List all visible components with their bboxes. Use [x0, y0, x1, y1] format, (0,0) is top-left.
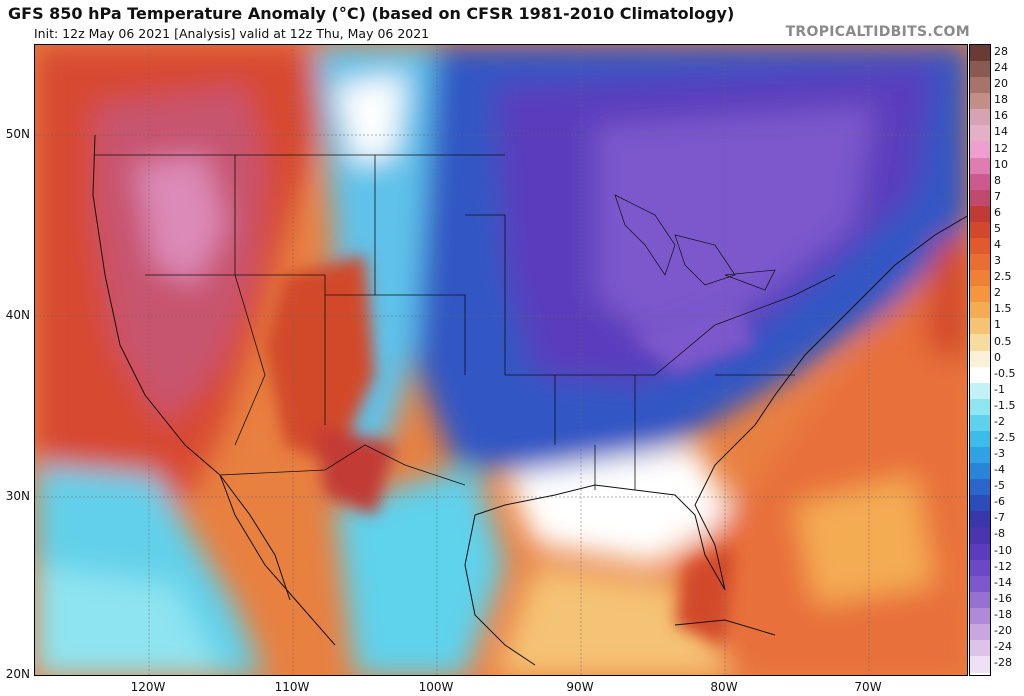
colorbar-swatch — [970, 77, 990, 94]
colorbar-label: -6 — [994, 495, 1005, 509]
colorbar-label: 6 — [994, 205, 1001, 219]
lat-label: 20N — [5, 667, 30, 681]
colorbar-label: 28 — [994, 45, 1008, 59]
colorbar-label: -7 — [994, 511, 1005, 525]
colorbar-label: 7 — [994, 189, 1001, 203]
colorbar-swatch — [970, 382, 990, 400]
colorbar-swatch — [970, 334, 990, 352]
colorbar-label: 20 — [994, 77, 1008, 91]
colorbar-swatch — [970, 61, 990, 78]
colorbar-swatch — [970, 141, 990, 159]
colorbar-label: -18 — [994, 607, 1012, 621]
colorbar-swatch — [970, 173, 990, 191]
anomaly-map — [34, 44, 968, 676]
colorbar-swatch — [970, 623, 990, 641]
great-lakes — [614, 194, 776, 291]
colorbar-swatch — [970, 45, 990, 62]
colorbar-swatch — [970, 527, 990, 545]
lon-label: 120W — [130, 680, 166, 694]
colorbar-swatch — [970, 430, 990, 448]
colorbar-label: -3 — [994, 447, 1005, 461]
colorbar-label: -24 — [994, 640, 1012, 654]
colorbar-swatch — [970, 575, 990, 593]
colorbar-swatch — [970, 221, 990, 239]
colorbar-label: -16 — [994, 591, 1012, 605]
colorbar-label: -10 — [994, 543, 1012, 557]
colorbar-swatch — [970, 463, 990, 480]
colorbar-label: -5 — [994, 479, 1005, 493]
colorbar-label: 1 — [994, 318, 1001, 332]
colorbar-swatch — [970, 270, 990, 287]
watermark: TROPICALTIDBITS.COM — [785, 24, 970, 40]
colorbar-label: 14 — [994, 125, 1008, 139]
colorbar-swatch — [970, 366, 990, 384]
colorbar-swatch — [970, 559, 990, 577]
state-borders — [95, 154, 836, 490]
graticule — [35, 45, 967, 675]
colorbar-swatch — [970, 511, 990, 529]
lon-label: 100W — [418, 680, 454, 694]
colorbar-label: -14 — [994, 575, 1012, 589]
coastlines — [92, 134, 967, 666]
colorbar-label: 18 — [994, 93, 1008, 107]
map-title: GFS 850 hPa Temperature Anomaly (°C) (ba… — [8, 4, 735, 23]
colorbar-swatch — [970, 607, 990, 625]
colorbar-swatch — [970, 189, 990, 207]
lon-label: 90W — [566, 680, 594, 694]
colorbar-swatch — [970, 398, 990, 416]
colorbar-swatch — [970, 237, 990, 255]
colorbar-label: -28 — [994, 656, 1012, 670]
colorbar-label: -1 — [994, 382, 1005, 396]
colorbar-swatch — [970, 414, 990, 432]
colorbar-label: 12 — [994, 141, 1008, 155]
lon-label: 80W — [710, 680, 738, 694]
colorbar-swatch — [970, 447, 990, 464]
colorbar-label: -0.5 — [994, 366, 1016, 380]
colorbar-label: -20 — [994, 623, 1012, 637]
colorbar-swatch — [970, 318, 990, 336]
colorbar-swatch — [970, 656, 990, 673]
colorbar-swatch — [970, 93, 990, 110]
colorbar-label: -4 — [994, 463, 1005, 477]
colorbar-swatch — [970, 543, 990, 561]
colorbar-label: 1.5 — [994, 302, 1012, 316]
lat-label: 50N — [5, 127, 30, 141]
colorbar-swatch — [970, 205, 990, 223]
colorbar-swatch — [970, 591, 990, 609]
colorbar-swatch — [970, 350, 990, 368]
colorbar-label: 0 — [994, 350, 1001, 364]
colorbar-label: 5 — [994, 221, 1001, 235]
colorbar-label: 3 — [994, 254, 1001, 268]
colorbar-swatch — [970, 302, 990, 319]
lat-label: 40N — [5, 308, 30, 322]
colorbar-label: 4 — [994, 238, 1001, 252]
colorbar-swatch — [970, 125, 990, 143]
colorbar-label: 2.5 — [994, 270, 1012, 284]
colorbar-label: 0.5 — [994, 334, 1012, 348]
colorbar-label: -8 — [994, 527, 1005, 541]
colorbar-swatch — [970, 479, 990, 496]
colorbar-label: 24 — [994, 61, 1008, 75]
colorbar-swatch — [970, 254, 990, 271]
map-canvas — [35, 45, 967, 675]
colorbar-label: -2 — [994, 414, 1005, 428]
lon-label: 110W — [274, 680, 310, 694]
lon-label: 70W — [854, 680, 882, 694]
colorbar-swatch — [970, 495, 990, 512]
colorbar-swatch — [970, 640, 990, 657]
colorbar-swatch — [970, 286, 990, 303]
colorbar-swatch — [970, 109, 990, 126]
lat-label: 30N — [5, 489, 30, 503]
map-subtitle: Init: 12z May 06 2021 [Analysis] valid a… — [34, 26, 430, 41]
colorbar-swatch — [970, 157, 990, 175]
colorbar-label: 8 — [994, 173, 1001, 187]
colorbar-label: -12 — [994, 559, 1012, 573]
colorbar-label: 10 — [994, 157, 1008, 171]
colorbar-label: -2.5 — [994, 430, 1016, 444]
colorbar-label: 2 — [994, 286, 1001, 300]
colorbar-label: 16 — [994, 109, 1008, 123]
colorbar-label: -1.5 — [994, 398, 1016, 412]
colorbar — [969, 44, 991, 676]
